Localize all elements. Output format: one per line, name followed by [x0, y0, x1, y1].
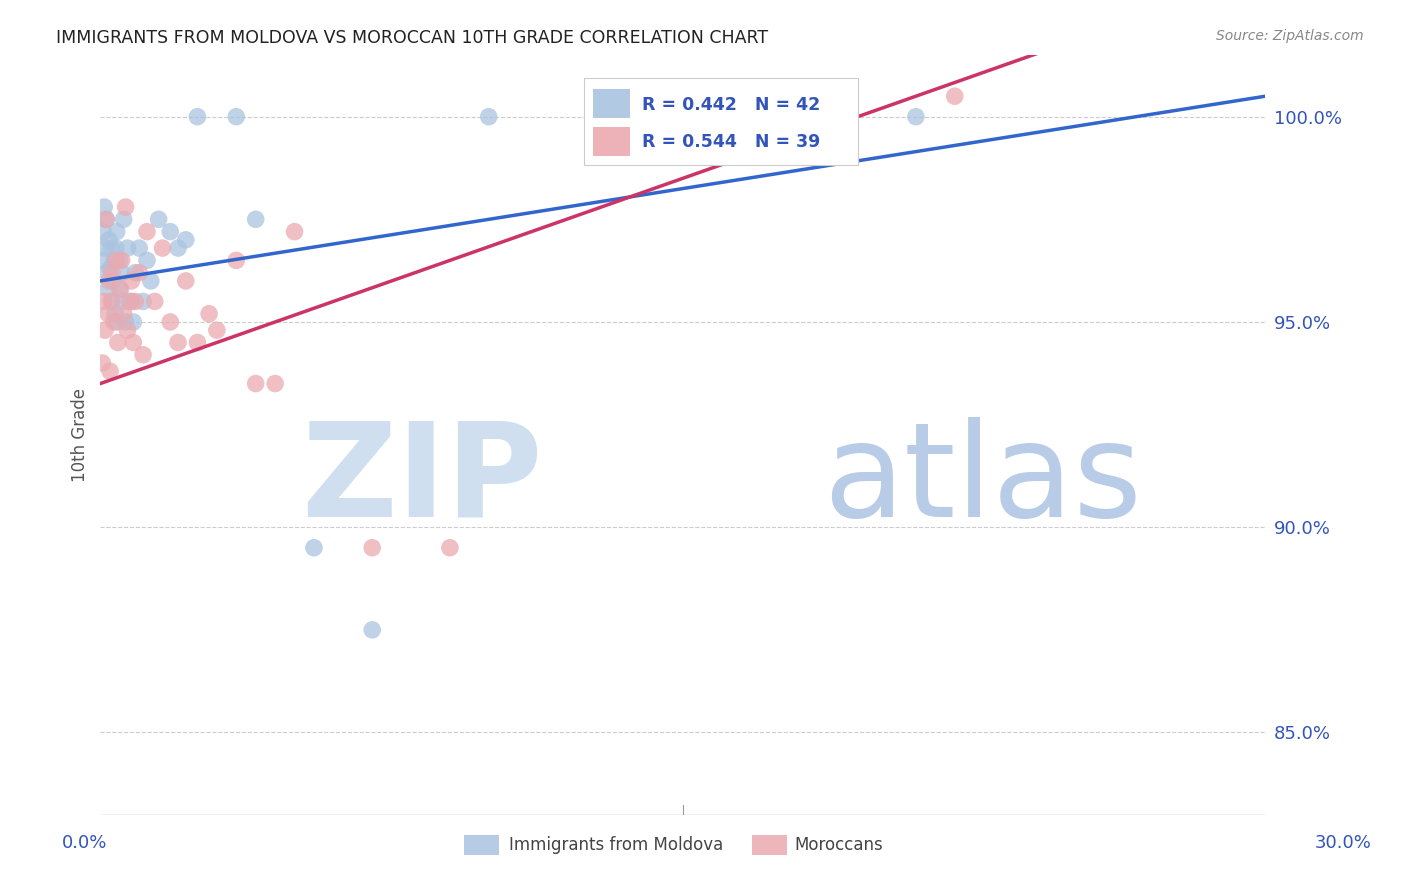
Text: R = 0.442   N = 42: R = 0.442 N = 42: [643, 95, 820, 113]
Point: [117, 241, 139, 255]
Point: [225, 253, 247, 268]
Point: [122, 315, 145, 329]
Point: [152, 241, 174, 255]
Point: [264, 376, 287, 391]
Point: [114, 315, 136, 329]
Point: [98, 261, 121, 276]
Text: Source: ZipAtlas.com: Source: ZipAtlas.com: [1216, 29, 1364, 43]
Point: [101, 266, 124, 280]
Point: [98, 364, 121, 378]
Text: 0.0%: 0.0%: [62, 834, 107, 852]
Text: ZIP: ZIP: [302, 417, 543, 544]
Point: [97, 233, 120, 247]
Point: [122, 335, 145, 350]
Point: [198, 307, 221, 321]
Point: [478, 110, 501, 124]
Point: [128, 241, 150, 255]
Point: [943, 89, 966, 103]
Text: Immigrants from Moldova: Immigrants from Moldova: [509, 836, 723, 854]
Point: [108, 282, 131, 296]
Point: [439, 541, 461, 555]
Point: [93, 200, 115, 214]
FancyBboxPatch shape: [593, 128, 630, 156]
Bar: [752, 835, 787, 855]
Point: [174, 274, 197, 288]
Point: [225, 110, 247, 124]
Point: [245, 376, 267, 391]
Point: [91, 356, 114, 370]
Point: [139, 274, 162, 288]
Point: [132, 294, 155, 309]
Bar: [464, 835, 499, 855]
Point: [361, 541, 384, 555]
Point: [361, 623, 384, 637]
Point: [93, 225, 115, 239]
Point: [100, 294, 122, 309]
Point: [143, 294, 166, 309]
Point: [107, 335, 129, 350]
Point: [100, 241, 122, 255]
Point: [283, 225, 305, 239]
Text: Moroccans: Moroccans: [794, 836, 883, 854]
Point: [120, 294, 142, 309]
Point: [112, 212, 135, 227]
Point: [167, 335, 190, 350]
Point: [174, 233, 197, 247]
Point: [93, 294, 115, 309]
Point: [118, 294, 141, 309]
Point: [97, 307, 120, 321]
Point: [114, 200, 136, 214]
Point: [104, 307, 127, 321]
Point: [186, 110, 208, 124]
Point: [104, 241, 127, 255]
Point: [124, 266, 146, 280]
Point: [105, 225, 128, 239]
Point: [101, 274, 124, 288]
Point: [302, 541, 325, 555]
Point: [104, 253, 127, 268]
Point: [111, 266, 134, 280]
Point: [120, 274, 142, 288]
Point: [111, 294, 134, 309]
Text: 30.0%: 30.0%: [1315, 834, 1371, 852]
Point: [101, 294, 124, 309]
Point: [107, 315, 129, 329]
Point: [167, 241, 190, 255]
Point: [110, 282, 132, 296]
Text: R = 0.544   N = 39: R = 0.544 N = 39: [643, 134, 820, 152]
Point: [94, 323, 117, 337]
Point: [205, 323, 228, 337]
Point: [91, 253, 114, 268]
Y-axis label: 10th Grade: 10th Grade: [72, 388, 89, 482]
Point: [94, 241, 117, 255]
FancyBboxPatch shape: [583, 78, 858, 165]
Point: [128, 266, 150, 280]
Point: [103, 253, 125, 268]
Point: [96, 212, 118, 227]
Point: [136, 225, 159, 239]
Point: [148, 212, 170, 227]
Point: [96, 266, 118, 280]
Text: atlas: atlas: [823, 417, 1142, 544]
Point: [108, 253, 131, 268]
Point: [97, 282, 120, 296]
Point: [112, 307, 135, 321]
FancyBboxPatch shape: [593, 89, 630, 118]
Point: [124, 294, 146, 309]
Point: [186, 335, 208, 350]
Point: [159, 225, 181, 239]
Text: IMMIGRANTS FROM MOLDOVA VS MOROCCAN 10TH GRADE CORRELATION CHART: IMMIGRANTS FROM MOLDOVA VS MOROCCAN 10TH…: [56, 29, 768, 46]
Point: [96, 212, 118, 227]
Point: [245, 212, 267, 227]
Point: [159, 315, 181, 329]
Point: [117, 323, 139, 337]
Point: [111, 253, 134, 268]
Point: [904, 110, 927, 124]
Point: [103, 315, 125, 329]
Point: [97, 274, 120, 288]
Point: [132, 348, 155, 362]
Point: [136, 253, 159, 268]
